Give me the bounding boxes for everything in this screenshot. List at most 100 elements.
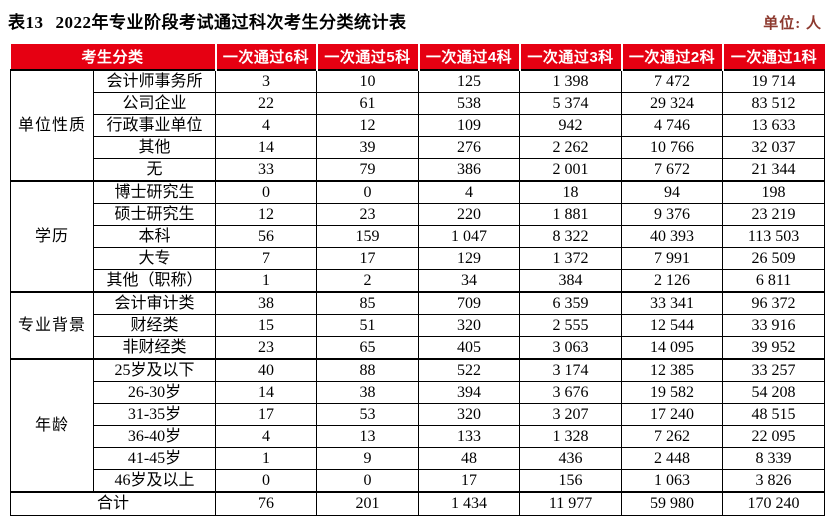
value-cell: 22 (215, 92, 318, 115)
value-cell: 33 257 (722, 358, 826, 382)
value-cell: 129 (418, 247, 521, 270)
value-cell: 88 (316, 358, 420, 382)
value-cell: 4 (215, 114, 318, 137)
table-row: 46岁及以上 0 0 17 156 1 063 3 826 (11, 469, 826, 493)
value-cell: 9 376 (621, 203, 724, 226)
value-cell: 34 (418, 269, 521, 293)
value-cell: 2 126 (621, 269, 724, 293)
total-value-cell: 1 434 (418, 491, 521, 516)
row-label-cell: 博士研究生 (92, 180, 217, 204)
value-cell: 12 385 (621, 358, 724, 382)
value-cell: 12 544 (621, 314, 724, 337)
value-cell: 15 (215, 314, 318, 337)
value-cell: 39 952 (722, 336, 826, 360)
value-cell: 39 (316, 136, 420, 159)
value-cell: 12 (215, 203, 318, 226)
value-cell: 709 (418, 291, 521, 315)
table-row: 36-40岁 4 13 133 1 328 7 262 22 095 (11, 425, 826, 448)
value-cell: 1 881 (519, 203, 623, 226)
table-row: 年龄 25岁及以下 40 88 522 3 174 12 385 33 257 (10, 358, 826, 493)
value-cell: 33 916 (722, 314, 826, 337)
value-cell: 1 398 (519, 69, 623, 93)
column-header-category: 考生分类 (10, 44, 216, 71)
value-cell: 79 (316, 158, 420, 182)
value-cell: 2 001 (519, 158, 623, 182)
value-cell: 48 515 (722, 403, 826, 426)
table-row: 专业背景 会计审计类 38 85 709 6 359 33 341 96 372 (10, 291, 826, 360)
table-row: 财经类 15 51 320 2 555 12 544 33 916 (11, 314, 826, 337)
value-cell: 17 (316, 247, 420, 270)
row-label-cell: 无 (92, 158, 217, 182)
value-cell: 53 (316, 403, 420, 426)
value-cell: 5 374 (519, 92, 623, 115)
value-cell: 405 (418, 336, 521, 360)
value-cell: 156 (519, 469, 623, 493)
value-cell: 48 (418, 447, 521, 470)
row-label-cell: 财经类 (92, 314, 217, 337)
value-cell: 14 (215, 381, 318, 404)
value-cell: 522 (418, 358, 521, 382)
table-row: 本科 56 159 1 047 8 322 40 393 113 503 (11, 225, 826, 248)
value-cell: 19 582 (621, 381, 724, 404)
value-cell: 40 393 (621, 225, 724, 248)
table-row: 大专 7 17 129 1 372 7 991 26 509 (11, 247, 826, 270)
column-header-pass1: 一次通过1科 (721, 44, 825, 71)
value-cell: 17 240 (621, 403, 724, 426)
table-title: 表13 2022年专业阶段考试通过科次考生分类统计表 (8, 8, 407, 33)
column-header-pass5: 一次通过5科 (315, 44, 419, 71)
value-cell: 1 (215, 447, 318, 470)
total-value-cell: 59 980 (621, 491, 724, 516)
value-cell: 436 (519, 447, 623, 470)
column-header-pass4: 一次通过4科 (417, 44, 520, 71)
value-cell: 21 344 (722, 158, 826, 182)
total-row: 合计 76 201 1 434 11 977 59 980 170 240 (9, 491, 826, 516)
value-cell: 96 372 (722, 291, 826, 315)
value-cell: 4 (215, 425, 318, 448)
value-cell: 384 (519, 269, 623, 293)
row-label-cell: 25岁及以下 (92, 358, 217, 382)
row-label-cell: 其他 (92, 136, 217, 159)
value-cell: 94 (621, 180, 724, 204)
value-cell: 0 (215, 180, 318, 204)
value-cell: 4 746 (621, 114, 724, 137)
value-cell: 83 512 (722, 92, 826, 115)
unit-label: 单位: 人 (763, 16, 822, 32)
row-label-cell: 36-40岁 (92, 425, 217, 448)
value-cell: 9 (316, 447, 420, 470)
value-cell: 17 (418, 469, 521, 493)
value-cell: 40 (215, 358, 318, 382)
value-cell: 8 339 (722, 447, 826, 470)
value-cell: 6 359 (519, 291, 623, 315)
value-cell: 0 (215, 469, 318, 493)
value-cell: 2 448 (621, 447, 724, 470)
table-title-text: 2022年专业阶段考试通过科次考生分类统计表 (55, 13, 407, 32)
value-cell: 22 095 (722, 425, 826, 448)
value-cell: 65 (316, 336, 420, 360)
table-row: 学历 博士研究生 0 0 4 18 94 198 (10, 180, 826, 293)
value-cell: 14 (215, 136, 318, 159)
title-bar: 表13 2022年专业阶段考试通过科次考生分类统计表 单位: 人 (0, 0, 834, 33)
row-label-cell: 公司企业 (92, 92, 217, 115)
value-cell: 38 (316, 381, 420, 404)
table-row: 其他（职称） 1 2 34 384 2 126 6 811 (11, 269, 826, 293)
statistics-table: 考生分类 一次通过6科 一次通过5科 一次通过4科 一次通过3科 一次通过2科 … (9, 44, 826, 516)
table-row: 公司企业 22 61 538 5 374 29 324 83 512 (11, 92, 826, 115)
value-cell: 8 322 (519, 225, 623, 248)
value-cell: 23 (215, 336, 318, 360)
value-cell: 54 208 (722, 381, 826, 404)
value-cell: 3 676 (519, 381, 623, 404)
value-cell: 220 (418, 203, 521, 226)
table-number: 表13 (8, 13, 44, 32)
value-cell: 3 174 (519, 358, 623, 382)
value-cell: 320 (418, 403, 521, 426)
value-cell: 1 047 (418, 225, 521, 248)
value-cell: 33 (215, 158, 318, 182)
value-cell: 38 (215, 291, 318, 315)
value-cell: 12 (316, 114, 420, 137)
row-label-cell: 大专 (92, 247, 217, 270)
row-label-cell: 41-45岁 (92, 447, 217, 470)
value-cell: 51 (316, 314, 420, 337)
row-label-cell: 会计师事务所 (92, 69, 217, 93)
value-cell: 3 826 (722, 469, 826, 493)
value-cell: 4 (418, 180, 521, 204)
